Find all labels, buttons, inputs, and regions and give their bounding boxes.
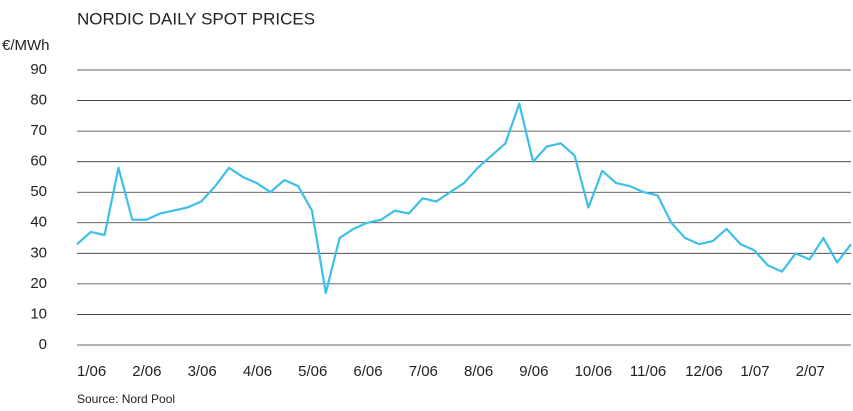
y-tick-label: 0: [39, 336, 47, 353]
y-tick-label: 70: [30, 122, 47, 139]
y-tick-label: 10: [30, 305, 47, 322]
y-tick-label: 90: [30, 61, 47, 78]
x-tick-label: 2/06: [132, 363, 161, 380]
x-tick-label: 4/06: [243, 363, 272, 380]
x-tick-label: 9/06: [519, 363, 548, 380]
chart-title: NORDIC DAILY SPOT PRICES: [77, 9, 315, 28]
x-tick-label: 1/06: [77, 363, 106, 380]
x-tick-label: 2/07: [796, 363, 825, 380]
y-tick-label: 80: [30, 92, 47, 109]
x-tick-label: 11/06: [630, 363, 666, 380]
y-tick-label: 40: [30, 214, 47, 231]
x-tick-label: 12/06: [685, 363, 723, 380]
x-tick-label: 1/07: [740, 363, 769, 380]
source: Source: Nord Pool: [77, 392, 175, 406]
x-tick-label: 6/06: [353, 363, 382, 380]
y-tick-label: 30: [30, 244, 47, 261]
y-tick-label: 50: [30, 183, 47, 200]
x-tick-label: 5/06: [298, 363, 327, 380]
x-tick-label: 3/06: [188, 363, 217, 380]
x-tick-label: 7/06: [409, 363, 438, 380]
y-tick-label: 20: [30, 275, 47, 292]
y-axis-label: €/MWh: [2, 37, 50, 54]
x-tick-label: 10/06: [575, 363, 613, 380]
price-line: [76, 102, 852, 295]
x-tick-label: 8/06: [464, 363, 493, 380]
y-tick-label: 60: [30, 153, 47, 170]
